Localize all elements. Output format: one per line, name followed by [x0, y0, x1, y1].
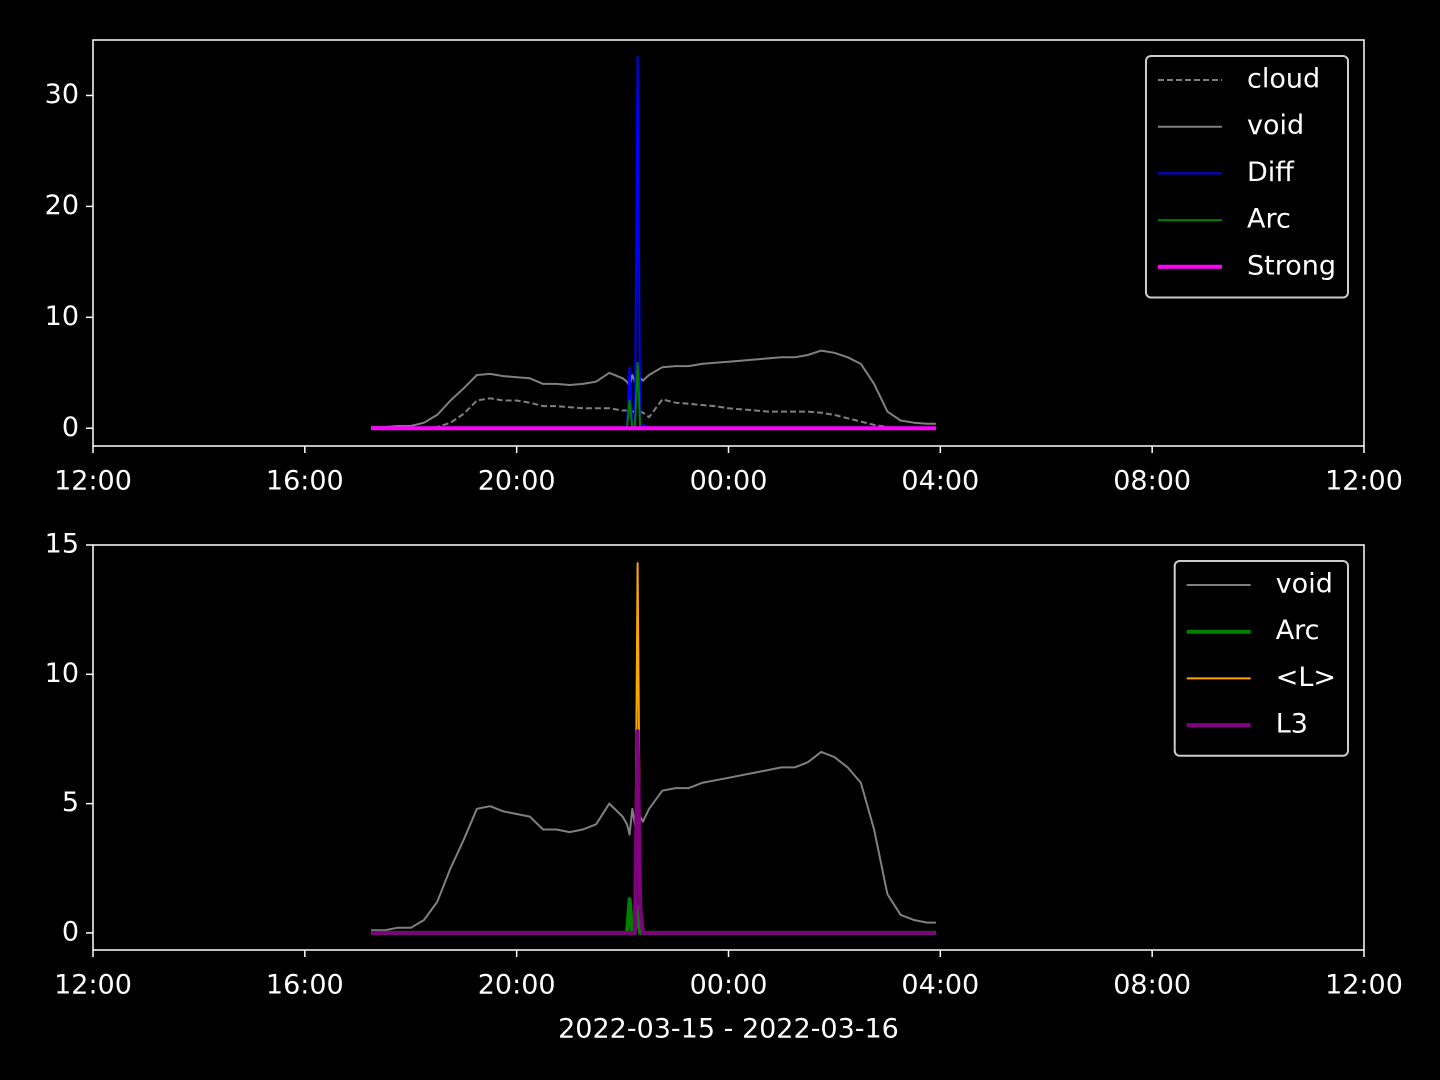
legend-label: void — [1247, 110, 1304, 141]
y-tick-label: 10 — [45, 658, 79, 689]
legend-label: Arc — [1247, 204, 1291, 235]
legend-label: Arc — [1276, 615, 1320, 646]
legend: cloud void Diff Arc Strong — [1144, 55, 1349, 299]
legend-label: Diff — [1247, 157, 1295, 188]
y-tick-label: 10 — [45, 301, 79, 332]
legend-box — [1144, 55, 1349, 299]
legend-label: cloud — [1247, 64, 1320, 95]
x-tick-label: 00:00 — [690, 970, 768, 1001]
x-tick-label: 00:00 — [690, 466, 768, 497]
x-tick-label: 08:00 — [1113, 970, 1191, 1001]
axes-frame — [92, 544, 1365, 951]
y-tick-label: 15 — [45, 529, 79, 560]
legend-label: L3 — [1276, 709, 1308, 740]
y-tick-label: 0 — [62, 412, 79, 443]
x-tick-label: 16:00 — [266, 466, 344, 497]
legend: void Arc <L> L3 — [1173, 560, 1349, 757]
x-tick-label: 20:00 — [478, 466, 556, 497]
series-line — [371, 397, 936, 430]
y-tick-label: 20 — [45, 190, 79, 221]
series-line — [371, 729, 936, 935]
x-tick-label: 12:00 — [54, 466, 132, 497]
y-tick-label: 5 — [62, 787, 79, 818]
x-tick-label: 12:00 — [1325, 970, 1403, 1001]
legend-label: void — [1276, 569, 1333, 600]
x-tick-label: 12:00 — [1325, 466, 1403, 497]
legend-label: <L> — [1276, 662, 1336, 693]
y-tick-label: 30 — [45, 79, 79, 110]
x-tick-label: 04:00 — [901, 970, 979, 1001]
axes-frame — [92, 39, 1365, 447]
x-tick-label: 08:00 — [1113, 466, 1191, 497]
x-tick-label: 20:00 — [478, 970, 556, 1001]
y-tick-label: 0 — [62, 916, 79, 947]
x-axis-label: 2022-03-15 - 2022-03-16 — [558, 1014, 899, 1045]
x-tick-label: 12:00 — [54, 970, 132, 1001]
x-tick-label: 04:00 — [901, 466, 979, 497]
x-tick-label: 16:00 — [266, 970, 344, 1001]
legend-box — [1173, 560, 1349, 757]
legend-label: Strong — [1247, 250, 1336, 281]
